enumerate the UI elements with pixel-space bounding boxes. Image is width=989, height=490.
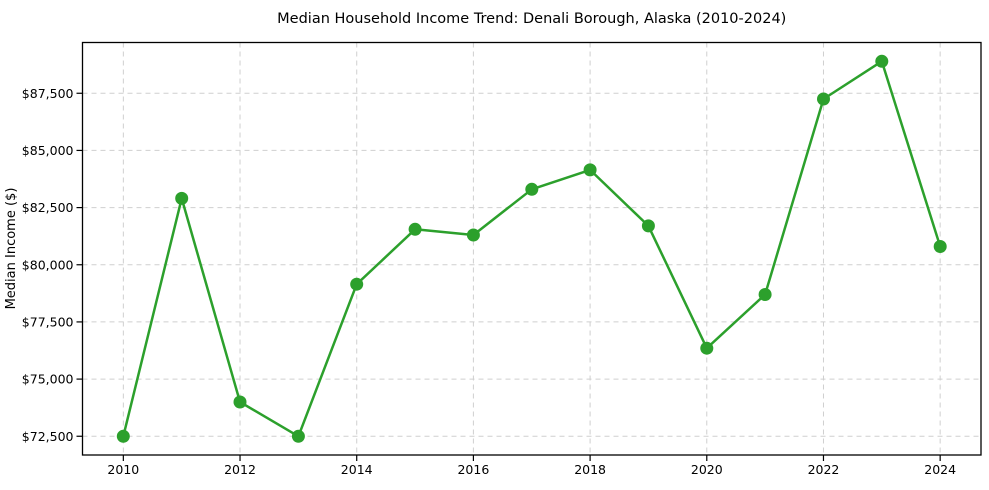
trend-line [122,60,942,438]
data-point-2020 [700,341,714,355]
y-axis-label: Median Income ($) [4,188,19,310]
data-point-2021 [758,288,772,301]
data-point-2019 [641,219,655,233]
line-series [116,54,947,443]
text-layer: 2010 2012 2014 2016 2018 2020 2022 2024 $72,500 $… [4,11,956,477]
data-point-2017 [525,182,539,196]
x-tick-label: 2020 [691,462,723,477]
data-point-2015 [408,222,422,236]
data-point-2011 [175,191,189,205]
y-tick-label: $82,500 [22,200,74,215]
x-tick-label: 2024 [924,462,956,477]
grid-layer [82,42,981,455]
data-point-2012 [233,395,247,409]
y-tick-label: $72,500 [22,429,74,444]
y-tick-label: $85,000 [22,143,74,158]
plot-border [81,41,982,456]
y-tick-label: $80,000 [22,257,74,272]
data-point-2013 [291,429,305,443]
x-tick-label: 2010 [107,462,139,477]
y-tick-label: $77,500 [22,314,74,329]
y-tick-label: $87,500 [22,86,74,101]
data-point-2014 [350,277,364,291]
tick-layer [76,92,941,461]
data-point-2018 [583,163,597,177]
data-point-2024 [933,240,947,253]
x-tick-label: 2014 [341,462,373,477]
x-tick-label: 2016 [457,462,489,477]
x-tick-label: 2022 [808,462,840,477]
chart-title: Median Household Income Trend: Denali Bo… [277,11,786,27]
x-tick-label: 2018 [574,462,606,477]
data-point-2023 [875,54,889,68]
axes-spines [81,41,982,456]
x-tick-label: 2012 [224,462,256,477]
data-point-2010 [116,429,130,443]
y-tick-label: $75,000 [22,372,74,387]
data-point-2016 [466,228,480,242]
data-point-2022 [817,92,830,106]
